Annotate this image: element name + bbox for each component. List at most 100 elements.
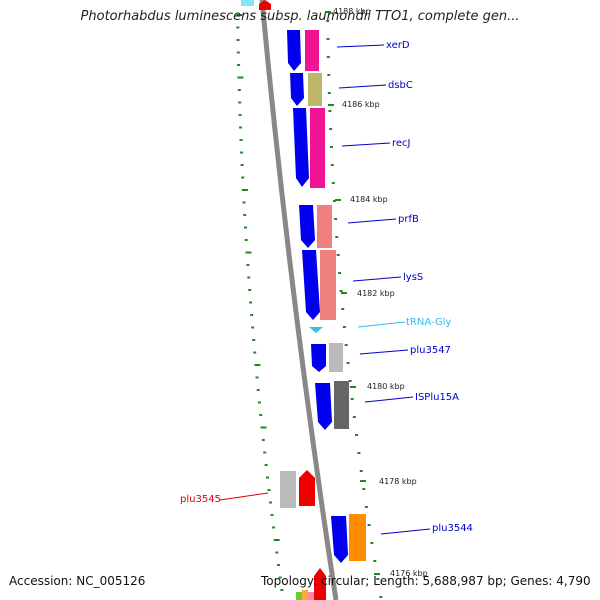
kbp-label: 4188 kbp [333,7,371,16]
gc-dash [236,26,240,29]
gene-label-ISPlu15A[interactable]: ISPlu15A [415,392,459,403]
outer-dash [327,92,331,94]
gene-plu3547-arrow[interactable] [311,344,326,372]
gc-dash [256,389,260,391]
kbp-label: 4178 kbp [379,477,417,486]
outer-dash [326,38,330,40]
gene-labels: xerD dsbC recJ prfB lysS tRNA-Gly plu354… [180,40,473,534]
gene-label-prfB[interactable]: prfB [398,214,419,225]
gc-dash [259,414,263,416]
outer-dash [373,560,377,562]
cog-prfB [317,205,332,248]
gene-lysS-arrow[interactable] [302,250,320,320]
gene-recJ-arrow[interactable] [293,108,309,187]
gene-label-dsbC[interactable]: dsbC [388,80,413,91]
feature-bottom-pink [308,592,314,600]
gc-dash [277,564,280,566]
gc-dash [239,126,242,129]
outer-dash [327,74,331,76]
cog-plu3544 [349,514,366,561]
gene-prfB-arrow[interactable] [299,205,315,248]
gene-label-plu3544[interactable]: plu3544 [432,523,473,534]
outer-dash [348,380,352,382]
gene-plu3545-arrow[interactable] [299,470,315,506]
kbp-label: 4176 kbp [390,569,428,578]
cog-recJ [310,108,325,188]
cog-plu3547 [329,343,343,372]
outer-dash [332,200,336,202]
gene-plu3544-arrow[interactable] [331,516,348,563]
kbp-label: 4186 kbp [342,100,380,109]
outer-dash [330,164,334,166]
gc-dash [272,526,276,529]
outer-dash [350,398,354,400]
gene-label-lysS[interactable]: lysS [403,272,423,283]
outer-dash [352,416,356,418]
gc-dash [247,276,251,279]
gc-dash [267,489,271,491]
gc-dash [261,439,265,441]
feature-top-cyan [241,0,254,6]
outer-dash [334,218,338,220]
gene-label-recJ[interactable]: recJ [392,138,411,149]
gc-dash [240,151,244,154]
gene-label-plu3547[interactable]: plu3547 [410,345,451,356]
feature-bottom-green [296,592,302,600]
gc-dash [269,501,272,504]
outer-dash [346,362,350,364]
gc-dash [278,576,282,579]
outer-dash [344,344,348,346]
cog-lysS [320,250,336,320]
gc-dash [270,514,274,516]
outer-dash [336,254,340,256]
gc-dash [241,189,248,191]
trna-gly-marker[interactable] [309,327,323,333]
gc-dash [243,214,247,216]
outer-dash [328,110,332,112]
outer-dash [339,290,343,292]
gene-label-lines [219,44,431,535]
outer-dash [341,308,345,310]
kbp-label: 4184 kbp [350,195,388,204]
gene-ISPlu15A-arrow[interactable] [315,383,332,430]
gene-label-plu3545[interactable]: plu3545 [180,494,221,505]
gc-dash [248,289,252,291]
feature-bottom-red [314,568,326,600]
outer-dash [370,542,374,544]
gc-dash [257,401,261,404]
gc-dash [245,251,252,254]
gene-dsbC-arrow[interactable] [290,73,304,106]
outer-dash [355,434,359,436]
gene-xerD-arrow[interactable] [287,30,301,71]
gc-dash [254,364,261,366]
gene-label-xerD[interactable]: xerD [386,40,410,51]
outer-dash [331,182,335,184]
feature-bottom-orange [302,590,308,600]
feature-top-red [259,0,271,10]
gc-dash [260,426,267,429]
gc-dash [250,314,254,316]
outer-dash [326,20,330,22]
gc-dash [239,139,243,141]
gc-dash [263,451,267,454]
gc-dash [273,539,280,541]
gc-dash [242,201,246,204]
gc-dash [253,351,257,354]
gc-dash [237,64,241,66]
kbp-ticks: 4188 kbp 4186 kbp 4184 kbp 4182 kbp 4180… [325,7,428,578]
gc-dash [249,301,253,304]
gc-dash [237,89,241,91]
outer-dash [357,452,361,454]
gc-dash [252,339,256,341]
kbp-label: 4182 kbp [357,289,395,298]
outer-dash [342,326,346,328]
outer-dash [367,524,371,526]
gc-dash [244,239,248,241]
gene-label-tRNA-Gly[interactable]: tRNA-Gly [406,317,451,328]
genome-backbone [259,0,339,600]
gc-dash [236,14,243,16]
gc-dash [237,76,244,79]
outer-dash [335,236,339,238]
cog-xerD [305,30,319,71]
outer-dash [362,488,366,490]
